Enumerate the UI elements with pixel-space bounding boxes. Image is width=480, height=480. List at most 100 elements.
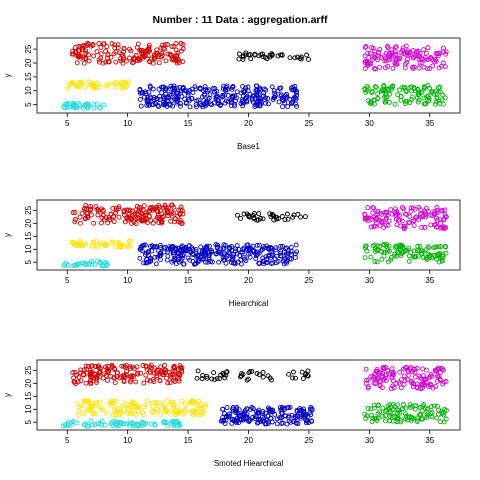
point-yellow: [112, 399, 118, 405]
point-yellow: [83, 241, 89, 247]
point-magenta: [402, 378, 408, 383]
point-red: [147, 208, 153, 214]
point-red: [165, 205, 171, 211]
point-red: [127, 55, 132, 61]
point-green: [392, 253, 398, 259]
point-black: [204, 375, 210, 381]
point-green: [412, 406, 418, 412]
point-red: [158, 370, 164, 376]
point-blue: [222, 100, 228, 106]
point-blue: [177, 247, 183, 253]
point-green: [421, 255, 426, 260]
point-green: [365, 405, 371, 411]
point-red: [122, 219, 128, 225]
point-magenta: [383, 58, 389, 64]
point-magenta: [370, 210, 376, 216]
point-green: [398, 93, 404, 99]
point-green: [387, 248, 392, 254]
point-green: [372, 246, 378, 251]
point-red: [158, 45, 164, 51]
x-tick-label: 15: [184, 119, 193, 128]
point-red: [92, 364, 98, 369]
point-magenta: [443, 49, 449, 55]
point-blue: [226, 413, 232, 419]
point-magenta: [372, 376, 378, 382]
point-magenta: [427, 381, 433, 387]
point-magenta: [379, 218, 384, 224]
point-blue: [221, 83, 227, 89]
point-red: [131, 219, 137, 225]
point-red: [80, 371, 86, 377]
point-magenta: [411, 223, 417, 229]
point-green: [421, 95, 427, 101]
point-blue: [229, 84, 235, 90]
point-blue: [232, 261, 238, 267]
point-red: [81, 60, 87, 66]
x-axis-label: Base1: [237, 142, 260, 151]
point-red: [138, 370, 144, 376]
point-red: [115, 45, 121, 51]
point-yellow: [199, 406, 204, 412]
point-blue: [159, 90, 165, 96]
point-black: [275, 216, 281, 221]
point-black: [249, 368, 255, 374]
point-black: [212, 377, 218, 383]
point-red: [112, 380, 118, 386]
point-blue: [284, 258, 290, 264]
point-black: [243, 50, 249, 56]
x-tick-label: 30: [365, 119, 374, 128]
point-green: [382, 408, 388, 414]
point-blue: [278, 407, 284, 413]
point-green: [381, 84, 387, 90]
point-blue: [244, 406, 250, 412]
y-tick-label: 15: [24, 391, 33, 400]
point-yellow: [203, 402, 209, 408]
point-yellow: [75, 401, 81, 407]
point-black: [260, 374, 266, 380]
point-green: [442, 406, 448, 412]
point-yellow: [94, 238, 99, 244]
point-black: [254, 371, 260, 376]
point-magenta: [402, 211, 408, 217]
panel-hierarchical: 5 10 15 20 25 30 35 5 10 15 20 25 Hiearchical y: [3, 199, 461, 308]
x-tick-label: 20: [244, 119, 253, 128]
point-magenta: [381, 225, 387, 231]
point-red: [137, 47, 143, 53]
point-yellow: [109, 400, 115, 406]
point-green: [371, 405, 377, 411]
point-blue: [278, 93, 284, 99]
point-magenta: [410, 205, 416, 211]
point-magenta: [418, 56, 424, 62]
point-blue: [215, 244, 220, 250]
point-cyan: [97, 259, 103, 265]
point-red: [111, 219, 117, 225]
point-blue: [240, 416, 246, 422]
point-yellow: [84, 398, 90, 404]
point-red: [152, 55, 158, 61]
point-magenta: [401, 381, 407, 387]
point-green: [381, 253, 387, 259]
point-magenta: [389, 366, 395, 372]
x-tick-label: 5: [65, 119, 70, 128]
point-blue: [142, 89, 148, 95]
point-blue: [149, 248, 155, 254]
point-red: [141, 380, 147, 386]
point-green: [392, 101, 398, 107]
point-blue: [240, 83, 246, 89]
point-black: [241, 211, 247, 217]
point-blue: [285, 250, 291, 256]
point-red: [121, 372, 126, 378]
point-red: [101, 41, 107, 47]
point-blue: [183, 88, 189, 94]
point-magenta: [385, 222, 391, 228]
point-yellow: [157, 400, 163, 406]
point-red: [98, 44, 104, 50]
point-green: [430, 89, 436, 95]
point-cyan: [76, 262, 82, 268]
point-blue: [208, 249, 214, 255]
point-blue: [147, 94, 153, 100]
x-tick-label: 35: [425, 436, 434, 445]
point-red: [78, 378, 84, 384]
point-blue: [217, 103, 223, 108]
point-red: [162, 362, 168, 368]
